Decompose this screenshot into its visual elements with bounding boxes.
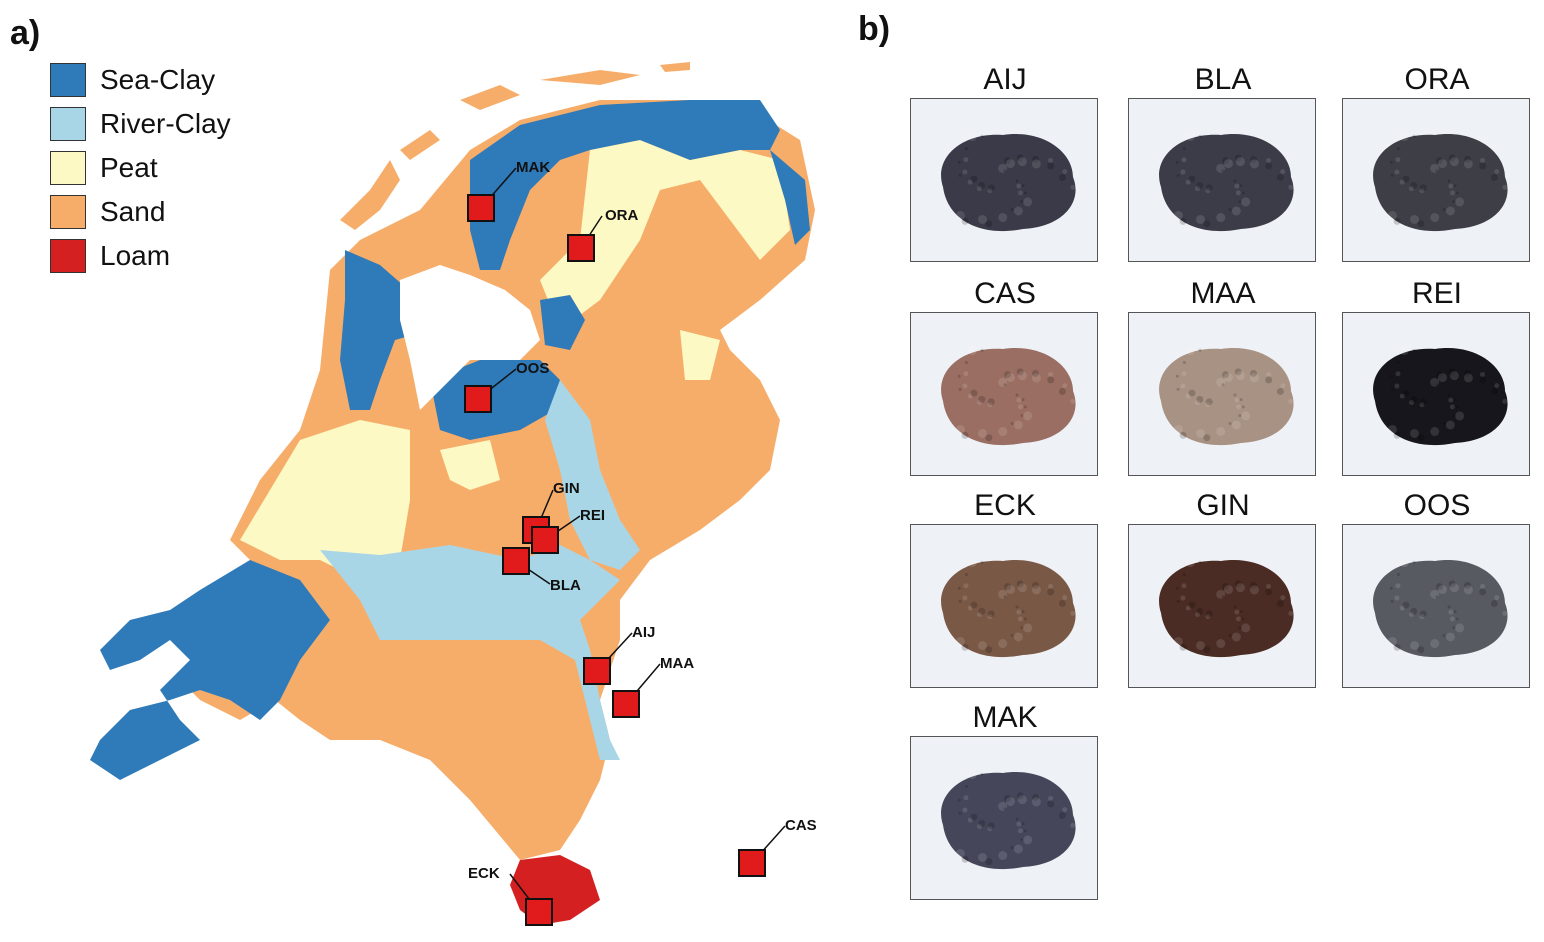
sample-card: CAS: [910, 276, 1100, 476]
site-label: AIJ: [632, 624, 655, 641]
sea-clay-southwest: [90, 560, 330, 780]
sample-title: REI: [1411, 277, 1462, 310]
sample-title: BLA: [1194, 63, 1252, 96]
legend-item: Sand: [50, 190, 231, 234]
site-label: OOS: [516, 360, 549, 377]
legend-swatch: [50, 239, 86, 273]
soil-sample-photo: [1342, 98, 1530, 262]
legend-swatch: [50, 151, 86, 185]
site-marker-bla[interactable]: [502, 547, 530, 575]
legend-swatch: [50, 107, 86, 141]
soil-sample-photo: [1128, 312, 1316, 476]
peat-region: [540, 140, 790, 330]
soil-pile: [941, 132, 1076, 232]
sea-clay-north: [470, 100, 780, 270]
legend-swatch: [50, 195, 86, 229]
legend-label: Sea-Clay: [100, 64, 216, 95]
site-label: ORA: [605, 207, 639, 224]
legend-label: Peat: [100, 152, 158, 183]
sample-title: GIN: [1196, 489, 1250, 522]
water-ijsselmeer: [400, 265, 540, 410]
legend-swatch: [50, 63, 86, 97]
soil-sample-photo: [1342, 524, 1530, 688]
site-marker-rei[interactable]: [531, 526, 559, 554]
legend: Sea-Clay River-Clay Peat Sand Loam: [50, 58, 231, 278]
soil-sample-photo: [1342, 312, 1530, 476]
peat-region-west: [240, 420, 410, 580]
peat-region-east: [680, 330, 720, 380]
soil-pile: [1373, 132, 1508, 232]
soil-pile: [1159, 558, 1294, 658]
site-marker-aij[interactable]: [583, 657, 611, 685]
sample-title: MAK: [972, 701, 1038, 734]
site-label: CAS: [785, 817, 817, 834]
sample-card: MAA: [1128, 276, 1318, 476]
legend-item: Peat: [50, 146, 231, 190]
site-marker-ora[interactable]: [567, 234, 595, 262]
sea-clay-northeast: [770, 150, 810, 245]
soil-pile: [1159, 132, 1294, 232]
site-label: MAK: [516, 159, 550, 176]
sample-title: ECK: [974, 489, 1036, 522]
sample-card: ORA: [1342, 62, 1532, 262]
site-label: REI: [580, 507, 605, 524]
sample-card: AIJ: [910, 62, 1100, 262]
site-marker-maa[interactable]: [612, 690, 640, 718]
panel-label-b: b): [858, 10, 891, 48]
sample-card: BLA: [1128, 62, 1318, 262]
sample-card: GIN: [1128, 488, 1318, 688]
site-marker-mak[interactable]: [467, 194, 495, 222]
legend-item: River-Clay: [50, 102, 231, 146]
site-marker-cas[interactable]: [738, 849, 766, 877]
soil-sample-photo: [1128, 98, 1316, 262]
sample-card: OOS: [1342, 488, 1532, 688]
legend-label: Sand: [100, 196, 166, 227]
soil-sample-photo: [910, 98, 1098, 262]
soil-pile: [941, 770, 1076, 870]
soil-sample-photo: [910, 524, 1098, 688]
sample-card: REI: [1342, 276, 1532, 476]
soil-pile: [1373, 346, 1508, 446]
soil-sample-photo: [1128, 524, 1316, 688]
peat-region-small: [440, 440, 500, 490]
legend-item: Sea-Clay: [50, 58, 231, 102]
sample-title: OOS: [1403, 489, 1471, 522]
sample-title: CAS: [974, 277, 1036, 310]
river-clay-region: [320, 545, 620, 760]
river-clay-ijssel: [545, 380, 640, 570]
sample-title: AIJ: [983, 63, 1027, 96]
site-marker-eck[interactable]: [525, 898, 553, 926]
legend-label: River-Clay: [100, 108, 231, 139]
soil-sample-photo: [910, 736, 1098, 900]
site-label: ECK: [468, 865, 500, 882]
legend-item: Loam: [50, 234, 231, 278]
site-label: GIN: [553, 480, 580, 497]
sample-title: MAA: [1190, 277, 1256, 310]
panel-label-a: a): [10, 14, 41, 52]
soil-pile: [941, 346, 1076, 446]
site-label: MAA: [660, 655, 694, 672]
sea-clay-flevo-n: [540, 295, 585, 350]
loam-region: [510, 855, 600, 925]
legend-label: Loam: [100, 240, 171, 271]
sample-card: ECK: [910, 488, 1100, 688]
sea-clay-flevo: [430, 360, 560, 440]
sample-title: ORA: [1404, 63, 1470, 96]
soil-sample-photo: [910, 312, 1098, 476]
soil-pile: [941, 558, 1076, 658]
soil-pile: [1159, 346, 1294, 446]
site-label: BLA: [550, 577, 581, 594]
wadden-islands: [340, 62, 690, 230]
soil-pile: [1373, 558, 1508, 658]
sample-card: MAK: [910, 700, 1100, 900]
site-marker-oos[interactable]: [464, 385, 492, 413]
